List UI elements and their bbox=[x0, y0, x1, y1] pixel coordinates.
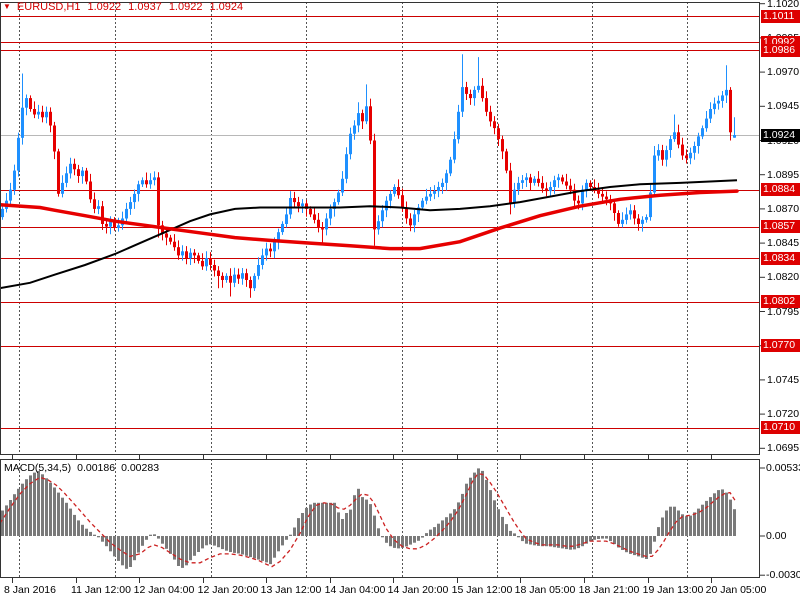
symbol-timeframe-label: EURUSD,H1 bbox=[16, 1, 81, 13]
price-tick-label: 1.0895 bbox=[767, 168, 800, 181]
price-level-badge: 1.0770 bbox=[761, 339, 800, 353]
time-axis-label: 12 Jan 04:00 bbox=[133, 584, 195, 596]
macd-scale-min-label: -0.00307 bbox=[766, 569, 800, 582]
price-level-badge: 1.0857 bbox=[761, 220, 800, 234]
macd-pane-border bbox=[0, 459, 760, 578]
price-tick-label: 1.0870 bbox=[767, 202, 800, 215]
time-axis-label: 18 Jan 05:00 bbox=[514, 584, 576, 596]
time-axis-label: 13 Jan 12:00 bbox=[260, 584, 322, 596]
candlestick-series bbox=[1, 54, 736, 298]
symbol-title: ▼ EURUSD,H1 1.0922 1.0937 1.0922 1.0924 bbox=[3, 1, 250, 13]
price-tick-label: 1.1020 bbox=[767, 0, 800, 10]
time-axis-label: 14 Jan 20:00 bbox=[387, 584, 449, 596]
price-tick-label: 1.0970 bbox=[767, 66, 800, 79]
price-level-badge: 1.0802 bbox=[761, 295, 800, 309]
quote-open: 1.0922 bbox=[87, 1, 122, 13]
macd-scale-max-label: 0.00533 bbox=[766, 461, 800, 474]
time-axis-label: 11 Jan 12:00 bbox=[71, 584, 131, 596]
main-pane-border bbox=[0, 2, 760, 455]
price-tick-label: 1.0795 bbox=[767, 305, 800, 318]
time-axis-label: 19 Jan 13:00 bbox=[642, 584, 704, 596]
quote-low: 1.0922 bbox=[168, 1, 203, 13]
price-tick-label: 1.0720 bbox=[767, 408, 800, 421]
price-tick-label: 1.0695 bbox=[767, 442, 800, 455]
macd-indicator-title: MACD(5,34,5) 0.00186 0.00283 bbox=[4, 462, 165, 474]
price-level-badge: 1.0710 bbox=[761, 421, 800, 435]
price-level-badge: 1.1011 bbox=[761, 9, 800, 23]
ma-slow-red-line[interactable] bbox=[0, 189, 739, 251]
price-level-badge: 1.0834 bbox=[761, 251, 800, 265]
price-tick-label: 1.0745 bbox=[767, 373, 800, 386]
symbol-dropdown-icon[interactable]: ▼ bbox=[3, 2, 11, 11]
time-axis-label: 8 Jan 2016 bbox=[4, 584, 56, 596]
time-axis-label: 20 Jan 05:00 bbox=[705, 584, 767, 596]
macd-histogram bbox=[1, 468, 736, 569]
ma-fast-black-line[interactable] bbox=[0, 179, 738, 290]
macd-label: MACD(5,34,5) bbox=[4, 462, 72, 474]
macd-signal-value: 0.00283 bbox=[121, 462, 160, 474]
current-price-badge: 1.0924 bbox=[761, 128, 800, 142]
macd-signal-line bbox=[0, 472, 736, 568]
price-tick-label: 1.0820 bbox=[767, 271, 800, 284]
price-level-badge: 1.0986 bbox=[761, 43, 800, 57]
time-axis-label: 18 Jan 21:00 bbox=[578, 584, 640, 596]
time-axis-label: 14 Jan 04:00 bbox=[324, 584, 386, 596]
price-tick-label: 1.0845 bbox=[767, 237, 800, 250]
time-axis-label: 12 Jan 20:00 bbox=[197, 584, 259, 596]
price-level-badge: 1.0884 bbox=[761, 183, 800, 197]
price-tick-label: 1.0945 bbox=[767, 100, 800, 113]
quote-close: 1.0924 bbox=[209, 1, 244, 13]
quote-high: 1.0937 bbox=[128, 1, 162, 13]
macd-scale-zero-label: 0.00 bbox=[766, 530, 787, 542]
time-axis-label: 15 Jan 12:00 bbox=[451, 584, 513, 596]
macd-main-value: 0.00186 bbox=[77, 462, 116, 474]
